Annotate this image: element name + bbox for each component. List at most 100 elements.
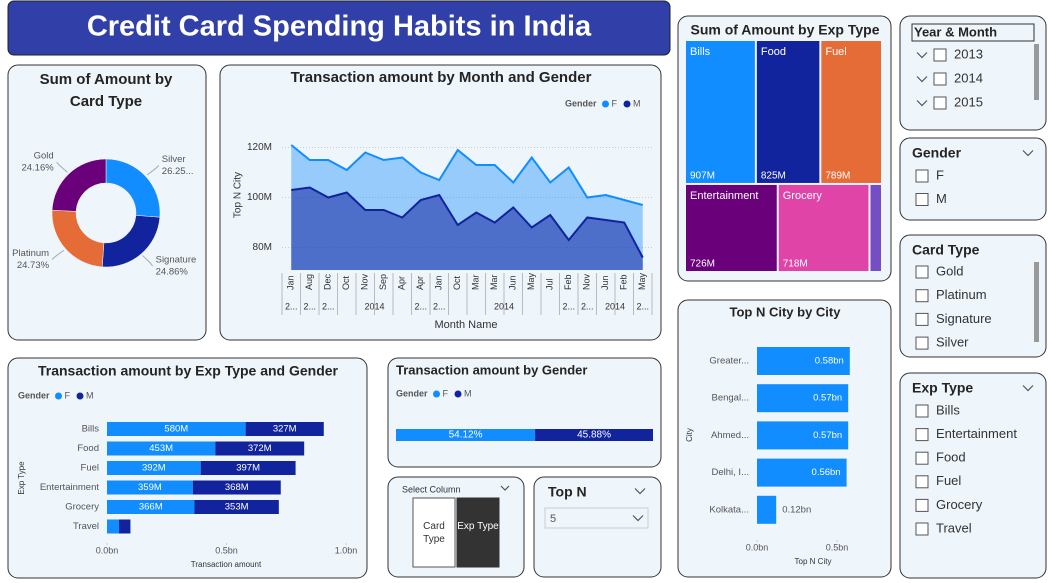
checkbox[interactable] — [933, 96, 947, 110]
y-tick-label: Greater... — [709, 356, 749, 367]
slicer-item[interactable]: Food — [936, 450, 966, 465]
x-tick-label: Apr — [397, 276, 407, 290]
checkbox[interactable] — [915, 169, 929, 183]
slicer-item[interactable]: Fuel — [936, 473, 961, 488]
data-label-name: Signature — [156, 255, 197, 266]
slicer-item[interactable]: Silver — [936, 335, 969, 350]
data-label: 353M — [225, 502, 249, 513]
data-label: 359M — [138, 482, 162, 493]
x-tick-label: 1.0bn — [335, 545, 358, 555]
x-tick-label: Jun — [600, 275, 610, 290]
bar — [107, 480, 193, 495]
checkbox[interactable] — [915, 428, 929, 442]
chevron — [1022, 385, 1034, 392]
bar — [194, 500, 279, 514]
slicer-item[interactable]: Gold — [936, 263, 963, 278]
legend-title: Gender — [565, 98, 597, 108]
treemap-tile — [756, 41, 820, 183]
slicer-item[interactable]: Bills — [936, 402, 960, 417]
legend-label: F — [612, 98, 618, 108]
dropdown[interactable] — [544, 507, 649, 529]
checkbox[interactable] — [915, 498, 929, 512]
toggle-label[interactable]: Card Type — [423, 521, 445, 545]
data-label: 366M — [139, 502, 163, 513]
slicer-item[interactable]: F — [936, 167, 944, 182]
bar — [757, 495, 777, 524]
tile-label: Grocery — [783, 190, 823, 202]
data-label: 0.57bn — [813, 393, 842, 404]
data-label: 54.12% — [449, 430, 483, 441]
bar — [757, 421, 849, 450]
data-label: 453M — [149, 443, 173, 454]
slicer-title: Year & Month — [914, 24, 997, 39]
chart-title: Transaction amount by Gender — [396, 362, 587, 377]
bar — [535, 429, 653, 441]
checkbox[interactable] — [915, 404, 929, 418]
slicer-item[interactable]: 2013 — [954, 46, 983, 61]
slicer-item[interactable]: Platinum — [936, 287, 987, 302]
checkbox[interactable] — [915, 451, 929, 465]
checkbox[interactable] — [915, 312, 929, 326]
checkbox[interactable] — [915, 289, 929, 303]
slicer-item[interactable]: 2014 — [954, 70, 983, 85]
bar — [107, 500, 195, 514]
x-tick-label: Feb — [563, 274, 573, 290]
x-tick-label: 0.5bn — [215, 545, 238, 555]
bar — [192, 480, 281, 495]
slicer-item[interactable]: M — [936, 191, 947, 206]
checkbox[interactable] — [915, 265, 929, 279]
data-label: 726M — [690, 259, 715, 270]
donut-slice — [51, 158, 107, 212]
y-tick-label: Bengal... — [712, 393, 750, 404]
x-group-label: 2... — [303, 301, 316, 311]
y-tick-label: Kolkata... — [709, 504, 749, 515]
x-group-label: 2014 — [364, 301, 384, 311]
data-label: 327M — [273, 424, 297, 435]
data-label: 825M — [761, 171, 786, 182]
treemap-tile — [821, 41, 881, 183]
line — [290, 144, 644, 206]
legend-marker — [55, 392, 63, 400]
data-label: 397M — [236, 463, 260, 474]
area — [291, 187, 643, 270]
chevron — [1022, 150, 1034, 157]
x-tick-label: Nov — [360, 273, 370, 290]
tile-label: Fuel — [825, 46, 846, 58]
slicer-item[interactable]: Grocery — [936, 497, 983, 512]
x-tick-label: Jan — [434, 275, 444, 290]
y-tick-label: Travel — [73, 521, 99, 532]
checkbox[interactable] — [933, 72, 947, 86]
checkbox[interactable] — [915, 336, 929, 350]
checkbox[interactable] — [915, 193, 929, 206]
toggle-label[interactable]: Exp Type — [457, 521, 499, 532]
chevron — [500, 485, 510, 491]
y-tick-label: Fuel — [81, 463, 99, 474]
data-label: 0.56bn — [812, 467, 841, 478]
toggle-button[interactable] — [412, 497, 456, 568]
slicer-item[interactable]: Entertainment — [936, 426, 1017, 441]
toggle-button[interactable] — [456, 497, 500, 568]
chevron — [916, 100, 928, 107]
legend-marker — [76, 392, 84, 400]
leader-line — [51, 249, 65, 260]
legend-marker — [602, 100, 610, 108]
slicer-title-box — [911, 23, 1035, 42]
data-label: 24.16% — [21, 163, 54, 174]
x-tick-label: Dec — [323, 273, 333, 290]
slicer-item[interactable]: Travel — [936, 520, 972, 535]
chevron — [916, 76, 928, 83]
x-tick-label: 0.5bn — [826, 542, 849, 552]
tile-label: Food — [761, 46, 786, 58]
slicer-item[interactable]: Signature — [936, 311, 992, 326]
checkbox[interactable] — [915, 475, 929, 489]
y-axis-label: Top N City — [233, 172, 244, 218]
y-tick-label: Ahmed... — [711, 430, 749, 441]
x-axis-label: Top N City — [795, 557, 832, 566]
checkbox[interactable] — [933, 48, 947, 62]
checkbox[interactable] — [915, 522, 929, 536]
bar — [245, 422, 324, 436]
x-tick-label: Jan — [286, 275, 296, 290]
slicer-item[interactable]: 2015 — [954, 94, 983, 109]
legend-title: Gender — [18, 390, 50, 400]
